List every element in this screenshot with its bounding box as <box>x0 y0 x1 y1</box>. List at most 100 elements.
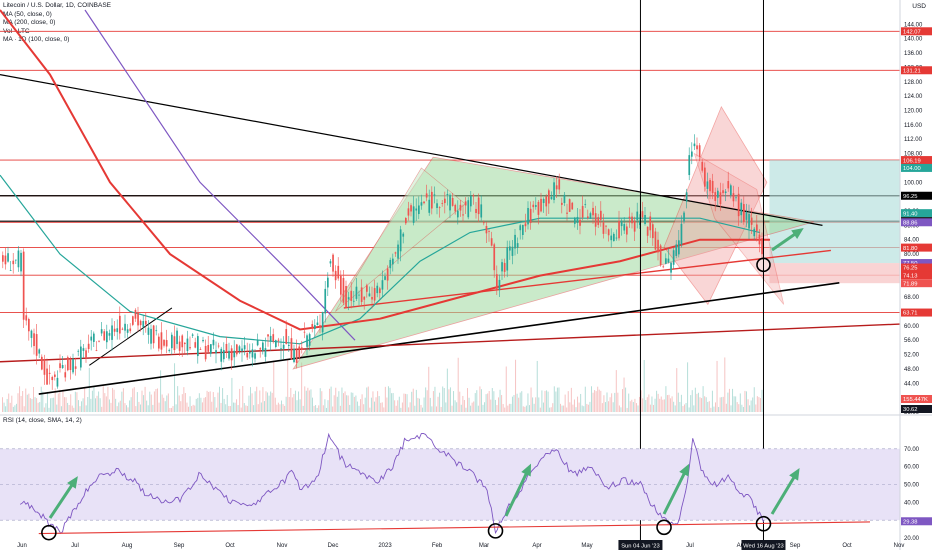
volume-bar <box>608 401 610 412</box>
volume-bar <box>240 407 242 412</box>
volume-bar <box>298 391 300 412</box>
candle <box>371 296 373 300</box>
candle <box>67 357 69 371</box>
volume-bar <box>152 404 154 412</box>
volume-bar <box>459 391 461 412</box>
volume-bar <box>36 398 38 412</box>
volume-bar <box>195 398 197 412</box>
volume-bar <box>350 392 352 412</box>
candle <box>147 327 150 335</box>
candle <box>641 211 644 218</box>
price-tick-label: 140.00 <box>904 37 923 43</box>
candle <box>113 328 116 332</box>
volume-bar <box>6 398 8 412</box>
volume-bar <box>439 392 441 412</box>
candle <box>95 350 98 351</box>
candle <box>571 202 574 210</box>
candle <box>519 225 522 231</box>
volume-bar <box>536 360 538 412</box>
breakout-line <box>343 249 831 309</box>
volume-bar <box>625 387 627 412</box>
candle <box>202 339 204 342</box>
volume-bar <box>649 404 651 412</box>
volume-bar <box>155 388 157 412</box>
candle <box>316 322 319 326</box>
volume-bar <box>375 397 377 412</box>
volume-bar <box>158 402 160 412</box>
candle <box>64 372 67 378</box>
candle <box>592 207 594 216</box>
time-tick-label: May <box>581 543 592 549</box>
candle <box>576 216 579 223</box>
candle <box>168 349 171 351</box>
candle <box>470 195 472 207</box>
volume-bar <box>304 386 306 412</box>
volume-bar <box>437 396 439 412</box>
volume-bar <box>687 362 689 412</box>
volume-bar <box>20 395 22 412</box>
candle <box>446 193 449 196</box>
candle <box>51 376 54 381</box>
time-tick-label: Sep <box>790 543 801 549</box>
volume-bar <box>529 405 530 412</box>
volume-bar <box>564 394 566 412</box>
volume-bar <box>711 390 713 412</box>
volume-bar <box>583 406 585 412</box>
volume-bar <box>236 399 238 412</box>
volume-bar <box>561 405 563 412</box>
volume-bar <box>387 386 389 412</box>
volume-bar <box>733 396 735 412</box>
volume-bar <box>744 390 746 412</box>
volume-bar <box>220 402 222 412</box>
candle <box>472 195 475 197</box>
price-tick-label: 56.00 <box>904 338 920 344</box>
volume-bar <box>701 398 703 412</box>
volume-bar <box>741 404 743 412</box>
volume-bar <box>369 407 371 412</box>
candle <box>269 335 272 342</box>
candle <box>381 280 384 290</box>
volume-bar <box>725 403 727 412</box>
candle <box>628 216 631 219</box>
volume-bar <box>462 395 464 412</box>
volume-bar <box>287 359 289 412</box>
volume-bar <box>28 393 30 412</box>
volume-bar <box>211 401 213 412</box>
volume-bar <box>468 397 470 412</box>
price-tick-label: 84.00 <box>904 238 920 244</box>
candle <box>672 250 675 265</box>
volume-bar <box>315 405 317 412</box>
candle <box>685 192 688 202</box>
volume-bar <box>265 391 267 412</box>
price-tick-label: 112.00 <box>904 137 923 143</box>
candle <box>467 200 470 218</box>
candle <box>306 335 308 347</box>
stop-zone <box>769 263 900 284</box>
volume-bar <box>383 407 385 412</box>
volume-bar <box>242 386 244 412</box>
candle <box>321 311 324 333</box>
volume-bar <box>660 396 662 412</box>
volume-bar <box>688 407 690 412</box>
candle <box>74 366 77 369</box>
volume-bar <box>493 391 495 412</box>
rsi-arrow <box>662 469 688 515</box>
candle <box>329 261 332 264</box>
candle <box>103 331 106 341</box>
volume-bar <box>518 397 520 412</box>
volume-bar <box>628 393 630 412</box>
rsi-arrow-head <box>67 476 78 489</box>
volume-bar <box>2 397 3 412</box>
volume-bar <box>443 388 445 412</box>
price-badge <box>901 271 932 280</box>
volume-bar <box>37 402 39 412</box>
candle <box>464 201 467 206</box>
candle <box>15 259 17 261</box>
volume-bar <box>414 405 416 412</box>
volume-bar <box>121 391 123 412</box>
candle <box>334 270 337 281</box>
price-badge-text: 106.19 <box>903 158 921 164</box>
volume-bar <box>646 397 648 412</box>
candle <box>587 216 589 219</box>
